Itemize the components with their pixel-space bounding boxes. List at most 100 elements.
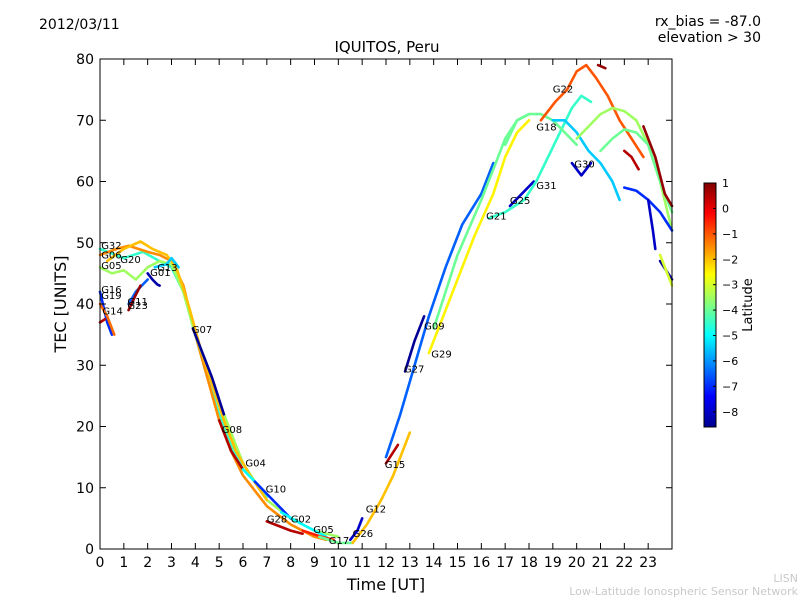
x-tick-label-18: 18 [520, 555, 538, 571]
series-annotation-15: G28 [267, 515, 287, 526]
x-tick-label-9: 9 [310, 555, 319, 571]
colorbar-tick-label-7: −6 [722, 355, 738, 368]
x-tick-label-15: 15 [449, 555, 467, 571]
series-line-27 [487, 94, 593, 220]
series-line-6 [98, 290, 114, 336]
series-annotation-20: G12 [366, 504, 386, 515]
series-line-33 [599, 128, 674, 214]
series-line-16 [279, 510, 328, 539]
series-annotation-24: G29 [431, 349, 451, 360]
colorbar-label: Latitude [741, 278, 756, 332]
series-line-38 [642, 125, 674, 208]
series-line-12 [217, 419, 245, 471]
series-annotation-12: G08 [222, 425, 242, 436]
colorbar-ticks: 1 0 −1 −2 −3 −4 −5 −6 −7 −8 [713, 177, 738, 419]
lisn-watermark: LISN Low-Latitude Ionospheric Sensor Net… [569, 572, 798, 598]
x-tick-label-17: 17 [496, 555, 514, 571]
series-line-24 [427, 119, 531, 355]
x-tick-label-10: 10 [329, 555, 347, 571]
series-annotation-30: G30 [574, 159, 594, 170]
colorbar-gradient [703, 182, 717, 428]
y-tick-label-3: 30 [76, 358, 94, 374]
series-annotation-10: G14 [102, 306, 122, 317]
series-line-18 [318, 535, 354, 545]
x-tick-label-7: 7 [262, 555, 271, 571]
series-annotation-17: G05 [313, 525, 333, 536]
series-annotation-25: G21 [486, 212, 506, 223]
series-line-34 [596, 63, 607, 70]
x-tick-label-14: 14 [425, 555, 443, 571]
x-tick-label-3: 3 [167, 555, 176, 571]
series-line-30 [570, 161, 593, 177]
series-annotation-23: G09 [424, 322, 444, 333]
watermark-acronym: LISN [773, 572, 798, 585]
x-tick-label-5: 5 [215, 555, 224, 571]
series-annotation-13: G04 [245, 458, 265, 469]
x-tick-label-20: 20 [568, 555, 586, 571]
series-annotation-28: G18 [536, 123, 556, 134]
y-tick-label-1: 10 [76, 481, 94, 497]
series-annotation-18: G17 [329, 536, 349, 547]
x-tick-label-11: 11 [353, 555, 371, 571]
series-annotation-4: G13 [157, 263, 177, 274]
series-line-4 [146, 272, 161, 287]
y-axis-label: TEC [UNITS] [51, 256, 70, 354]
series-line-5 [153, 256, 180, 269]
x-tick-label-4: 4 [191, 555, 200, 571]
colorbar-tick-label-3: −2 [722, 253, 738, 266]
y-tick-label-6: 60 [76, 175, 94, 191]
series-line-20 [351, 431, 412, 545]
series-line-10 [127, 284, 142, 312]
x-tick-label-13: 13 [401, 555, 419, 571]
series-annotation-27: G31 [536, 181, 556, 192]
series-line-23 [384, 161, 495, 459]
y-tick-label-7: 70 [76, 113, 94, 129]
series-line-40 [658, 253, 674, 287]
x-tick-label-16: 16 [472, 555, 490, 571]
series-line-9 [127, 278, 149, 306]
series-annotation-0: G32 [101, 241, 121, 252]
colorbar-tick-label-8: −7 [722, 380, 738, 393]
series-annotation-14: G10 [266, 485, 286, 496]
series-line-22 [403, 315, 426, 373]
colorbar-tick-label-0: 1 [722, 177, 729, 190]
series-annotation-5: G01 [150, 268, 170, 279]
series-annotation-6: G16 [101, 285, 121, 296]
colorbar-tick-label-2: −1 [722, 228, 738, 241]
x-tick-label-12: 12 [377, 555, 395, 571]
series-line-15 [265, 520, 304, 535]
series-line-8 [98, 318, 107, 324]
x-tick-label-19: 19 [544, 555, 562, 571]
colorbar-tick-label-5: −4 [722, 304, 738, 317]
series-annotation-22: G27 [404, 365, 424, 376]
series-line-21 [384, 443, 400, 465]
x-axis-ticks: 0 1 2 3 4 5 6 7 8 9 10 11 12 13 14 15 16 17 18 19 20 21 22 23 [96, 59, 657, 571]
series-line-31 [551, 119, 621, 202]
x-tick-label-2: 2 [143, 555, 152, 571]
series-line-29 [539, 63, 645, 159]
x-tick-label-8: 8 [286, 555, 295, 571]
series-annotation-7: G19 [101, 291, 121, 302]
series-line-28 [503, 112, 578, 147]
series-line-35 [623, 149, 640, 171]
x-tick-label-23: 23 [639, 555, 657, 571]
series-annotation-3: G05 [101, 261, 121, 272]
series-annotation-26: G25 [510, 196, 530, 207]
rx-bias-label: rx_bias = -87.0 [654, 14, 761, 30]
series-annotation-16: G02 [291, 515, 311, 526]
series-layer [98, 63, 674, 545]
series-annotation-29: G22 [553, 85, 573, 96]
series-line-19 [349, 517, 364, 542]
series-annotation-1: G06 [101, 251, 121, 262]
series-annotation-8: G11 [127, 297, 147, 308]
series-line-37 [646, 198, 657, 251]
x-axis-label: Time [UT] [346, 575, 425, 594]
series-line-14 [253, 480, 292, 520]
x-tick-label-22: 22 [615, 555, 633, 571]
y-tick-label-8: 80 [76, 52, 94, 68]
y-tick-label-0: 0 [85, 542, 94, 558]
x-tick-label-21: 21 [592, 555, 610, 571]
series-annotation-21: G15 [385, 460, 405, 471]
series-annotation-2: G20 [120, 255, 140, 266]
